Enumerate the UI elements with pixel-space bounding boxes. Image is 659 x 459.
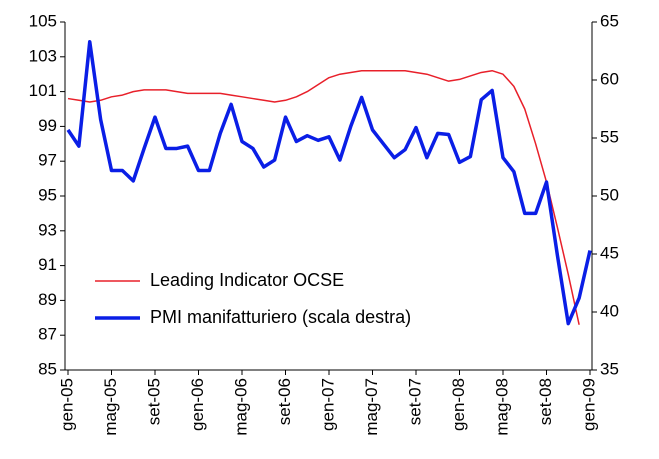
y-tick-label: 85 <box>38 359 57 378</box>
y2-tick-label: 50 <box>600 185 619 204</box>
y2-tick-label: 35 <box>600 359 619 378</box>
y2-tick-label: 55 <box>600 127 619 146</box>
x-tick-label: set-05 <box>144 378 163 425</box>
x-tick-label: set-06 <box>275 378 294 425</box>
x-tick-label: set-07 <box>405 378 424 425</box>
y2-tick-label: 65 <box>600 11 619 30</box>
x-tick-label: mag-06 <box>231 378 250 436</box>
x-tick-label: mag-08 <box>492 378 511 436</box>
y2-tick-label: 40 <box>600 301 619 320</box>
y-tick-label: 99 <box>38 116 57 135</box>
y-tick-label: 101 <box>29 81 57 100</box>
y2-tick-label: 45 <box>600 243 619 262</box>
y-tick-label: 95 <box>38 185 57 204</box>
x-tick-label: set-08 <box>536 378 555 425</box>
y-tick-label: 87 <box>38 325 57 344</box>
x-tick-label: mag-05 <box>101 378 120 436</box>
x-tick-label: gen-09 <box>579 378 598 431</box>
x-tick-label: gen-06 <box>188 378 207 431</box>
y2-tick-label: 60 <box>600 69 619 88</box>
y-tick-label: 91 <box>38 255 57 274</box>
y-tick-label: 105 <box>29 11 57 30</box>
y-tick-label: 103 <box>29 46 57 65</box>
y-tick-label: 93 <box>38 220 57 239</box>
y-tick-label: 97 <box>38 151 57 170</box>
x-tick-label: gen-08 <box>449 378 468 431</box>
x-tick-label: gen-07 <box>318 378 337 431</box>
series-line <box>67 69 580 325</box>
series-line <box>66 39 592 326</box>
x-tick-label: gen-05 <box>57 378 76 431</box>
legend-label: Leading Indicator OCSE <box>150 270 344 290</box>
y-tick-label: 89 <box>38 290 57 309</box>
x-tick-label: mag-07 <box>362 378 381 436</box>
legend-label: PMI manifatturiero (scala destra) <box>150 307 411 327</box>
